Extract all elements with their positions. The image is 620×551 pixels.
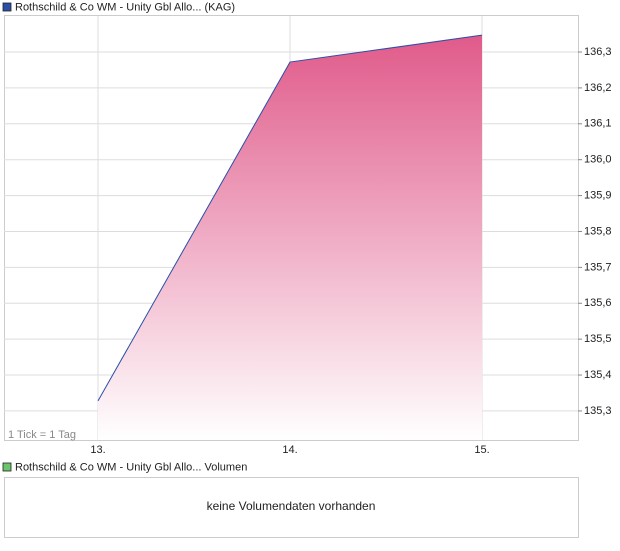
annotation: 1 Tick = 1 Tag <box>8 429 76 441</box>
y-tick-label: 136,0 <box>584 154 612 166</box>
y-tick-label: 136,1 <box>584 118 612 130</box>
x-tick-label: 14. <box>282 444 297 456</box>
area <box>98 35 482 441</box>
plot-frame <box>4 15 579 441</box>
y-tick-label: 135,4 <box>584 369 612 381</box>
y-tick-label: 135,5 <box>584 333 612 345</box>
x-tick-label: 13. <box>90 444 105 456</box>
y-tick-label: 135,3 <box>584 405 612 417</box>
line <box>97 34 483 402</box>
y-tick-label: 136,2 <box>584 82 612 94</box>
legend-label: Rothschild & Co WM - Unity Gbl Allo... (… <box>15 1 235 13</box>
x-tick-label: 15. <box>474 444 489 456</box>
y-tick-label: 135,8 <box>584 225 612 237</box>
volume-frame <box>4 477 579 538</box>
legend-swatch <box>2 2 12 12</box>
y-tick-label: 135,7 <box>584 261 612 273</box>
volume-message: keine Volumendaten vorhanden <box>207 499 376 513</box>
y-tick-label: 135,6 <box>584 297 612 309</box>
y-tick-label: 136,3 <box>584 46 612 58</box>
legend-label: Rothschild & Co WM - Unity Gbl Allo... V… <box>15 461 247 473</box>
legend-swatch <box>2 462 12 472</box>
y-tick-label: 135,9 <box>584 189 612 201</box>
